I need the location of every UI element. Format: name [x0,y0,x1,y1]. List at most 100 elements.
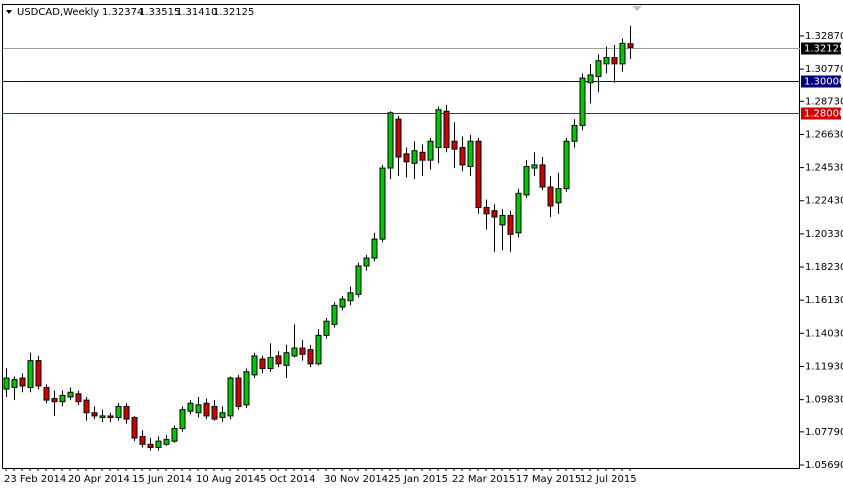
y-tick-label: 1.16130 [805,295,843,306]
candle-body [451,140,458,150]
candle-body [419,151,426,161]
candle-body [395,118,402,158]
candle-body [603,57,610,65]
candle-body [227,377,234,417]
menu-arrow[interactable] [6,10,12,14]
candle-body [291,347,298,357]
candle-body [139,435,146,445]
candle-body [203,402,210,417]
candle-body [163,439,170,445]
candle-body [627,43,634,49]
candle-body [595,60,602,78]
candle-body [267,356,274,370]
candle-body [555,188,562,204]
candle-body [131,416,138,439]
y-tick-label: 1.22430 [805,196,843,207]
candle-body [467,140,474,167]
y-tick-label: 1.20330 [805,229,843,240]
price-label: 1.32125 [804,44,843,55]
ohlc-value: 1.32125 [213,7,254,18]
candle-body [51,398,58,403]
y-tick-label: 1.18230 [805,262,843,273]
candle-body [35,360,42,387]
candle-body [435,109,442,149]
candle-body [99,415,106,418]
candle-body [219,412,226,418]
candle-body [299,347,306,355]
price-label-box [801,107,841,120]
candle-body [67,391,74,398]
price-label: 1.28000 [804,109,843,120]
shift-marker [632,6,642,11]
candle-body [571,124,578,142]
y-tick-label: 1.24530 [805,163,843,174]
candle-body [59,394,66,403]
candle-body [379,167,386,240]
candle-body [331,304,338,325]
y-tick-label: 1.30770 [805,64,843,75]
candle-body [243,371,250,406]
candle-body [27,360,34,388]
candle-body [371,238,378,259]
candle-body [611,57,618,65]
candle-body [235,377,242,407]
candle-body [3,377,10,390]
plot-frame [2,4,800,469]
candle-body [107,415,114,418]
candle-body [195,404,202,414]
candle-body [211,405,218,420]
candle-body [563,140,570,190]
ohlc-value: 1.33515 [139,7,180,18]
x-tick-label: 5 Oct 2014 [260,474,315,485]
candle-body [43,386,50,401]
candle-body [315,334,322,365]
candle-body [475,140,482,209]
price-label-box [801,75,841,88]
candle-body [179,409,186,430]
candle-body [283,352,290,366]
candle-body [115,405,122,418]
candle-body [339,298,346,308]
candle-body [459,147,466,166]
candle-body [323,320,330,336]
candle-body [363,257,370,267]
candle-body [19,377,26,387]
candle-body [587,74,594,84]
candle-body [619,42,626,65]
x-tick-label: 30 Nov 2014 [324,474,388,485]
candle-body [411,150,418,164]
y-tick-label: 1.14030 [805,328,843,339]
x-tick-label: 12 Jul 2015 [580,474,637,485]
x-tick-label: 17 May 2015 [516,474,581,485]
candle-body [443,110,450,149]
x-tick-label: 15 Jun 2014 [132,474,192,485]
x-tick-label: 25 Jan 2015 [388,474,448,485]
candle-body [355,265,362,295]
y-tick-label: 1.32870 [805,31,843,42]
candle-body [91,412,98,417]
x-tick-label: 10 Aug 2014 [196,474,260,485]
candle-body [531,164,538,169]
candle-body [259,358,266,370]
y-tick-label: 1.26630 [805,129,843,140]
candle-body [155,440,162,448]
y-tick-label: 1.11930 [805,361,843,372]
candle-body [11,379,18,388]
candle-body [387,112,394,169]
chart-title: USDCAD,Weekly [17,7,99,18]
y-tick-label: 1.09830 [805,395,843,406]
price-label-box [801,42,841,55]
candle-body [75,393,82,403]
candle-body [187,402,194,412]
price-label: 1.30000 [804,77,843,88]
candle-body [347,292,354,302]
candle-body [123,405,130,420]
candle-body [539,164,546,188]
candle-body [403,153,410,163]
candle-body [171,428,178,442]
y-tick-label: 1.28730 [805,96,843,107]
candle-body [147,443,154,448]
candle-body [307,349,314,365]
candle-body [523,165,530,196]
candle-body [579,77,586,126]
